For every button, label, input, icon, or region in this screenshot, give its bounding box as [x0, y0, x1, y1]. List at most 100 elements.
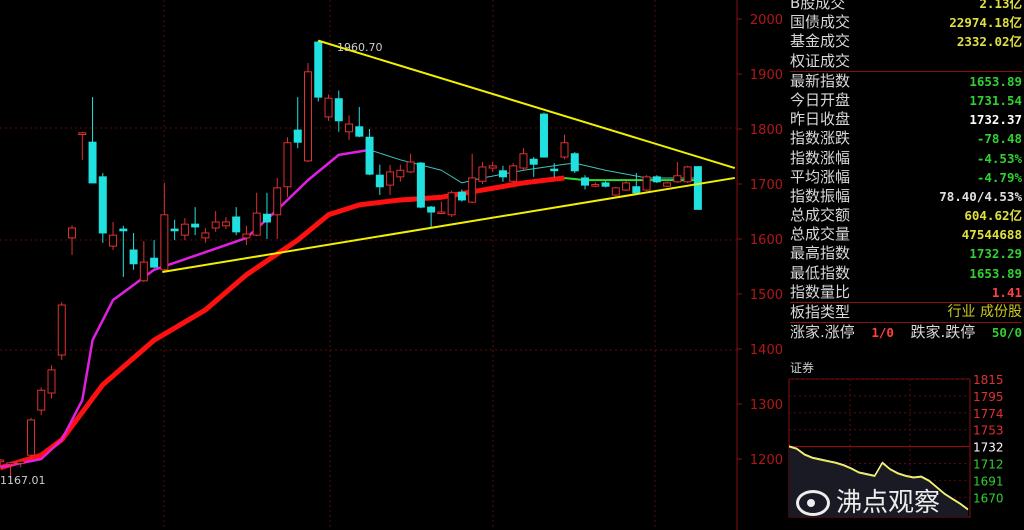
- candle: [673, 162, 682, 183]
- info-row: 总成交额 604.62亿: [790, 206, 1022, 225]
- info-value: 2332.02亿: [956, 34, 1022, 50]
- candle-body: [88, 141, 97, 184]
- candle-body: [180, 223, 189, 236]
- triangle-trendline: [162, 176, 735, 273]
- info-value: 604.62亿: [964, 208, 1022, 224]
- candle-body: [673, 175, 682, 183]
- info-label: 指数量比: [790, 282, 851, 301]
- candle: [68, 225, 77, 255]
- y-tick-label: 1800: [750, 123, 783, 138]
- candle: [57, 302, 66, 360]
- candle-body: [150, 257, 159, 268]
- y-tick-label: 1200: [750, 453, 783, 468]
- candle-body: [129, 249, 138, 265]
- candle-body: [396, 169, 405, 178]
- candle-body: [109, 234, 118, 247]
- candle-body: [314, 41, 323, 98]
- candle-body: [304, 71, 312, 162]
- candle-body: [529, 158, 538, 165]
- candle-body: [160, 214, 169, 271]
- candle: [232, 207, 241, 236]
- candle-body: [375, 174, 384, 188]
- info-label: 总成交额: [790, 206, 851, 225]
- candle-body: [242, 233, 251, 239]
- candle-body: [478, 166, 487, 182]
- info-value: 1653.89: [969, 73, 1022, 89]
- mini-y-label: 1732: [973, 441, 1004, 455]
- candle: [611, 186, 620, 197]
- y-tick-label: 1300: [750, 398, 783, 413]
- candle: [88, 97, 97, 184]
- candle: [16, 460, 25, 468]
- candle-body: [47, 369, 56, 394]
- info-row: 昨日收盘 1732.37: [790, 110, 1022, 129]
- candle: [129, 232, 138, 270]
- info-value: -78.48: [976, 131, 1022, 147]
- info-label: 指数涨幅: [790, 148, 851, 167]
- ma-short-line: [0, 148, 370, 469]
- candle-body: [283, 142, 292, 188]
- mini-y-label: 1691: [973, 474, 1004, 488]
- mini-y-label: 1753: [973, 424, 1004, 438]
- info-row: 平均涨幅 -4.79%: [790, 168, 1022, 187]
- candle-body: [437, 211, 446, 215]
- y-tick-label: 1600: [750, 233, 783, 248]
- candle: [26, 417, 35, 459]
- candle: [539, 112, 548, 158]
- ma-long-line-tail: [564, 176, 698, 182]
- candle-body: [693, 166, 702, 210]
- candle-body: [539, 113, 548, 158]
- candle: [273, 177, 282, 239]
- candle: [529, 157, 538, 177]
- board-type-row: 板指类型 行业 成份股: [790, 302, 1022, 322]
- candle: [375, 164, 384, 195]
- info-row: 最低指数 1653.89: [790, 264, 1022, 283]
- candle: [139, 241, 148, 282]
- candle: [396, 164, 405, 182]
- info-value: 47544688: [961, 227, 1022, 243]
- candle-body: [570, 153, 579, 172]
- info-value: 22974.18亿: [949, 15, 1022, 31]
- y-tick-label: 2000: [750, 13, 783, 28]
- info-row: 指数振幅 78.40/4.53%: [790, 187, 1022, 206]
- candle: [191, 207, 200, 236]
- mini-y-label: 1670: [973, 491, 1004, 505]
- candle: [581, 175, 590, 190]
- info-row: 今日开盘 1731.54: [790, 91, 1022, 110]
- info-row: 总成交量 47544688: [790, 225, 1022, 244]
- candle: [345, 115, 354, 140]
- candle: [201, 228, 210, 243]
- info-value: 78.40/4.53%: [939, 188, 1022, 204]
- candle-body: [468, 177, 477, 203]
- candle: [283, 137, 292, 198]
- candle-body: [406, 161, 415, 173]
- watermark-text: 沸点观察: [836, 488, 941, 518]
- info-value: 行业 成份股: [947, 304, 1022, 320]
- info-label: 平均涨幅: [790, 167, 851, 186]
- candle-body: [334, 98, 343, 122]
- info-row: 最新指数 1653.89: [790, 70, 1022, 91]
- y-tick-label: 1400: [750, 343, 783, 358]
- candle: [150, 240, 159, 269]
- mini-chart-title: 证券: [790, 361, 815, 375]
- candle: [252, 192, 261, 237]
- info-row: B股成交 2.13亿: [790, 0, 1022, 13]
- info-row: 最高指数 1732.29: [790, 244, 1022, 263]
- candle: [498, 165, 507, 182]
- candle: [591, 182, 600, 188]
- candle: [160, 182, 169, 272]
- info-value: 1653.89: [969, 265, 1022, 281]
- info-value: 1732.29: [969, 246, 1022, 262]
- candle-body: [601, 182, 610, 187]
- candle: [304, 63, 312, 162]
- candle: [437, 201, 446, 215]
- candle: [98, 173, 107, 243]
- candle: [170, 219, 179, 241]
- candle-body: [683, 166, 692, 183]
- triangle-trendline: [317, 39, 736, 170]
- candle-body: [98, 176, 107, 234]
- candle-body: [6, 462, 15, 466]
- mini-y-label: 1712: [973, 458, 1004, 472]
- info-row: 指数量比 1.41: [790, 283, 1022, 302]
